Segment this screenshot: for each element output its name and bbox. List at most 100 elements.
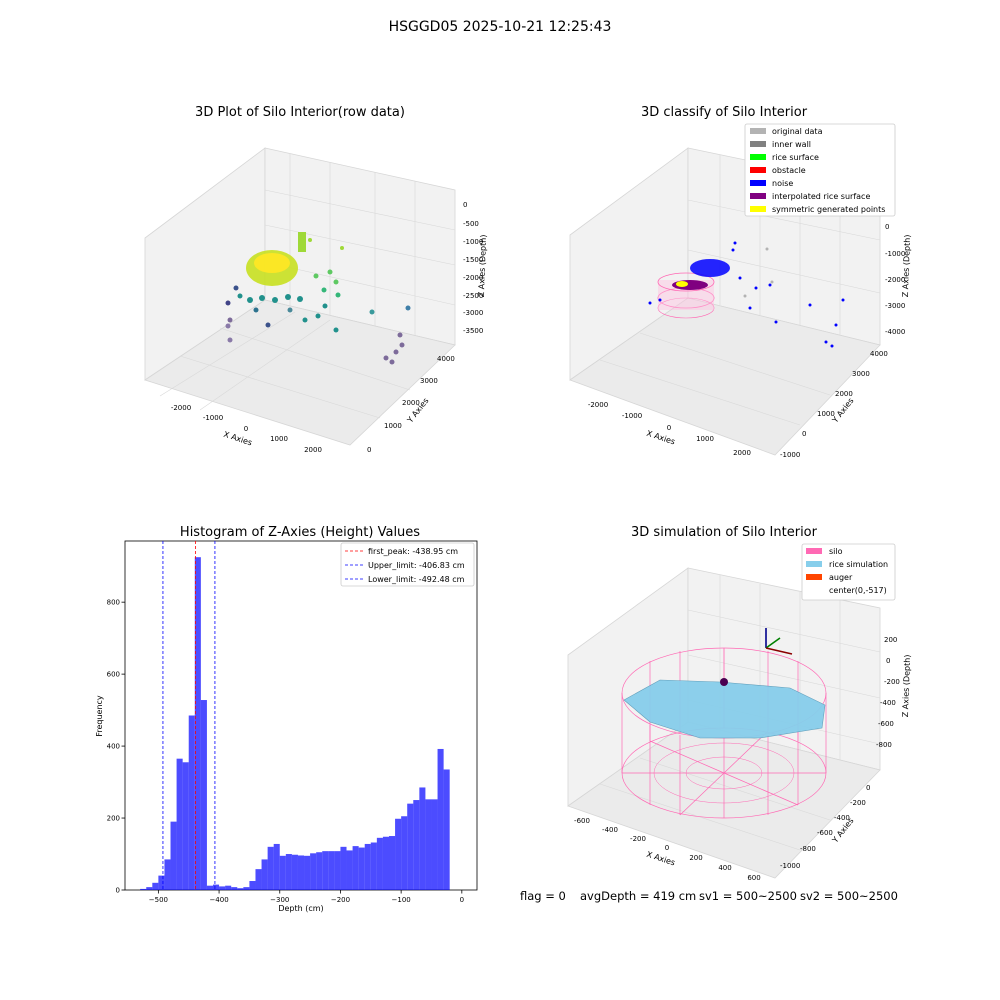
svg-text:2000: 2000: [733, 449, 751, 457]
svg-text:1000: 1000: [696, 435, 714, 443]
histogram-bar: [364, 843, 371, 890]
svg-text:-3000: -3000: [885, 302, 905, 310]
raw-plot-title: 3D Plot of Silo Interior(row data): [195, 105, 405, 120]
histogram-bar: [413, 800, 420, 890]
histogram-panel: Histogram of Z-Axies (Height) Values −50…: [95, 525, 478, 913]
center-axes-marker: [765, 628, 793, 655]
sim-3d-x-ticks: -600 -400 -200 0 200 400 600: [574, 817, 761, 882]
svg-text:0: 0: [802, 430, 806, 438]
svg-text:1000: 1000: [817, 410, 835, 418]
legend-label-silo: silo: [829, 547, 843, 556]
classify-z-axis-label: Z Axies (Depth): [901, 234, 912, 297]
histogram-bar: [194, 557, 201, 890]
histogram-bar: [352, 846, 359, 890]
histogram-bar: [291, 854, 298, 890]
svg-text:600: 600: [747, 874, 760, 882]
histogram-bar: [401, 816, 408, 890]
histogram-bar: [316, 852, 323, 890]
legend-label-center: center(0,-517): [829, 586, 887, 595]
legend-label-noise: noise: [772, 179, 793, 188]
raw-3d-y-ticks: 0 1000 2000 3000 4000: [367, 355, 455, 454]
legend-label-lower-limit: Lower_limit: -492.48 cm: [368, 575, 465, 584]
svg-text:3000: 3000: [852, 370, 870, 378]
svg-text:-3500: -3500: [463, 327, 483, 335]
raw-3d-panel: 3D Plot of Silo Interior(row data) -2000…: [144, 105, 488, 454]
histogram-bar: [146, 887, 153, 890]
histogram-y-tick-label: 200: [107, 815, 120, 823]
histogram-y-axis-label: Frequency: [95, 695, 104, 737]
sim-x-axis-label: X Axies: [645, 850, 676, 868]
legend-label-original-data: original data: [772, 127, 823, 136]
svg-text:-2000: -2000: [588, 401, 608, 409]
svg-text:0: 0: [886, 657, 890, 665]
histogram-title: Histogram of Z-Axies (Height) Values: [180, 525, 420, 540]
raw-3d-z-ticks: 0 -500 -1000 -1500 -2000 -2500 -3000 -35…: [463, 201, 483, 335]
histogram-bar: [255, 869, 262, 890]
legend-label-rice-simulation: rice simulation: [829, 560, 888, 569]
histogram-bars: [140, 557, 450, 890]
histogram-bar: [358, 847, 365, 890]
histogram-bar: [237, 888, 244, 890]
histogram-reference-lines: [162, 541, 216, 890]
histogram-y-tick-label: 800: [107, 599, 120, 607]
raw-z-axis-label: Z Axies (Depth): [477, 234, 488, 297]
histogram-x-tick-label: −200: [331, 896, 350, 904]
svg-text:-2500: -2500: [463, 292, 483, 300]
sim-z-axis-label: Z Axies (Depth): [901, 654, 912, 717]
status-avg-depth: avgDepth = 419 cm: [580, 889, 696, 903]
svg-text:-2000: -2000: [885, 276, 905, 284]
histogram-bar: [213, 884, 220, 890]
raw-3d-axes-box: [144, 147, 456, 446]
histogram-bar: [158, 875, 165, 890]
svg-text:0: 0: [463, 201, 467, 209]
status-line: flag = 0 avgDepth = 419 cm sv1 = 500~250…: [520, 889, 898, 903]
sim-3d-z-ticks: 200 0 -200 -400 -600 -800: [876, 636, 900, 749]
histogram-bar: [304, 855, 311, 890]
histogram-bar: [334, 851, 341, 890]
svg-text:-3000: -3000: [463, 309, 483, 317]
legend-swatch-interpolated: [750, 193, 766, 199]
svg-text:-400: -400: [602, 826, 618, 834]
histogram-bar: [188, 715, 195, 890]
histogram-bar: [200, 700, 207, 890]
svg-text:-600: -600: [574, 817, 590, 825]
svg-text:400: 400: [718, 864, 731, 872]
svg-text:4000: 4000: [437, 355, 455, 363]
svg-text:0: 0: [885, 223, 889, 231]
histogram-x-tick-label: −300: [270, 896, 289, 904]
svg-text:-2000: -2000: [463, 274, 483, 282]
histogram-bar: [328, 851, 335, 890]
raw-x-axis-label: X Axies: [222, 430, 253, 448]
svg-text:0: 0: [367, 446, 371, 454]
histogram-y-tick-label: 0: [116, 887, 120, 895]
svg-text:1000: 1000: [270, 435, 288, 443]
histogram-x-ticks: −500 −400 −300 −200 −100 0: [149, 890, 464, 904]
histogram-bar: [219, 886, 226, 890]
svg-text:-200: -200: [850, 799, 866, 807]
simulation-legend: silo rice simulation auger center(0,-517…: [801, 543, 896, 601]
histogram-x-tick-label: −400: [209, 896, 228, 904]
histogram-bar: [322, 851, 329, 890]
legend-swatch-noise: [750, 180, 766, 186]
svg-text:-200: -200: [884, 678, 900, 686]
legend-label-first-peak: first_peak: -438.95 cm: [368, 547, 458, 556]
svg-text:-500: -500: [463, 220, 479, 228]
svg-text:-600: -600: [878, 720, 894, 728]
status-sv1: sv1 = 500~2500: [699, 889, 797, 903]
histogram-bar: [231, 887, 238, 890]
histogram-y-tick-label: 400: [107, 743, 120, 751]
raw-3d-points: [225, 232, 411, 365]
svg-text:-1500: -1500: [463, 256, 483, 264]
simulation-plot-title: 3D simulation of Silo Interior: [631, 525, 818, 540]
histogram-y-tick-label: 600: [107, 671, 120, 679]
svg-text:-800: -800: [800, 845, 816, 853]
svg-text:-200: -200: [630, 835, 646, 843]
histogram-bar: [443, 769, 450, 890]
figure-suptitle: HSGGD05 2025-10-21 12:25:43: [389, 19, 612, 35]
svg-text:-2000: -2000: [171, 404, 191, 412]
histogram-x-tick-label: 0: [460, 896, 464, 904]
histogram-bar: [395, 818, 402, 890]
svg-text:2000: 2000: [402, 399, 420, 407]
histogram-bar: [182, 762, 189, 890]
